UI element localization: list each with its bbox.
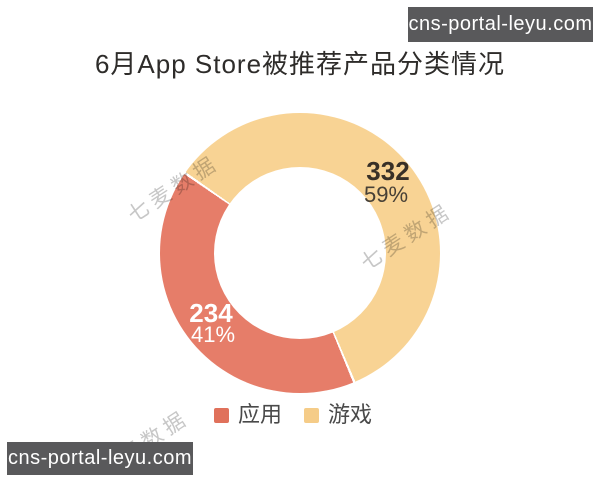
slice-value-games: 332 <box>366 156 410 186</box>
chart-legend: 应用 游戏 <box>0 404 593 426</box>
slice-value-apps: 234 <box>189 298 233 328</box>
slice-percent-apps: 41% <box>190 322 236 347</box>
slice-percent-games: 59% <box>363 182 409 207</box>
site-banner-bottom-left: cns-portal-leyu.com <box>7 442 193 475</box>
legend-label-apps: 应用 <box>237 402 282 427</box>
legend-swatch-games <box>304 407 319 423</box>
site-banner-top-right: cns-portal-leyu.com <box>408 7 593 42</box>
chart-title: 6月App Store被推荐产品分类情况 <box>94 49 506 79</box>
legend-item-apps: 应用 <box>213 402 282 427</box>
legend-item-games: 游戏 <box>304 404 372 426</box>
donut-hole <box>214 167 386 339</box>
legend-swatch-apps <box>213 407 229 423</box>
legend-label-games: 游戏 <box>328 402 373 427</box>
donut-chart <box>160 113 440 393</box>
